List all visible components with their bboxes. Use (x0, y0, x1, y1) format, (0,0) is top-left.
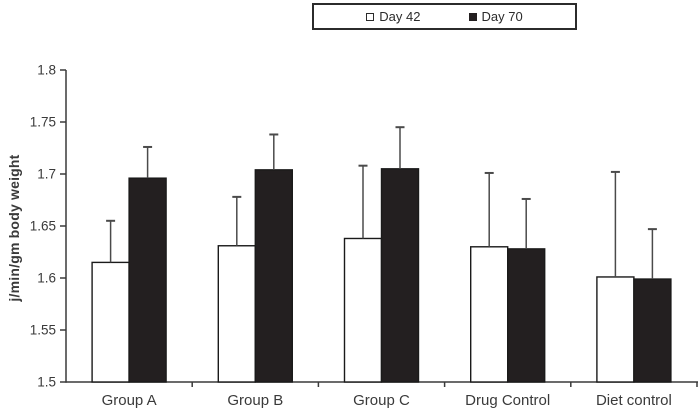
legend-item-day70: Day 70 (468, 9, 523, 24)
bar-day-42-drug-control (470, 246, 509, 383)
legend-item-day42: Day 42 (366, 9, 421, 24)
x-category-label-group-a: Group A (102, 392, 157, 409)
bar-day-70-group-b (254, 169, 294, 383)
y-tick-label: 1.5 (37, 375, 56, 390)
bar-day-42-group-c (343, 237, 383, 383)
y-tick-label: 1.6 (37, 271, 56, 286)
bar-day-70-group-a (128, 177, 167, 383)
x-category-label-group-c: Group C (353, 392, 410, 409)
y-tick-label: 1.8 (37, 63, 56, 78)
x-category-label-drug-control: Drug Control (465, 392, 550, 409)
y-tick-label: 1.75 (30, 115, 56, 130)
bar-day-42-diet-control (596, 276, 635, 383)
open-square-swatch-icon (366, 12, 375, 21)
y-axis-title: j/min/gm body weight (6, 154, 22, 302)
legend-label-day42: Day 42 (379, 9, 421, 24)
y-tick-label: 1.65 (30, 219, 56, 234)
y-tick-label: 1.7 (37, 167, 56, 182)
bar-day-70-drug-control (507, 248, 546, 383)
bar-day-42-group-a (91, 261, 130, 383)
x-category-label-group-b: Group B (227, 392, 283, 409)
chart-legend: Day 42 Day 70 (312, 3, 577, 30)
bar-day-42-group-b (217, 245, 257, 383)
filled-square-swatch-icon (468, 12, 477, 21)
bar-day-70-group-c (380, 168, 420, 383)
legend-label-day70: Day 70 (481, 9, 523, 24)
x-category-label-diet-control: Diet control (596, 392, 672, 409)
bar-day-70-diet-control (633, 278, 672, 383)
y-tick-label: 1.55 (30, 323, 56, 338)
